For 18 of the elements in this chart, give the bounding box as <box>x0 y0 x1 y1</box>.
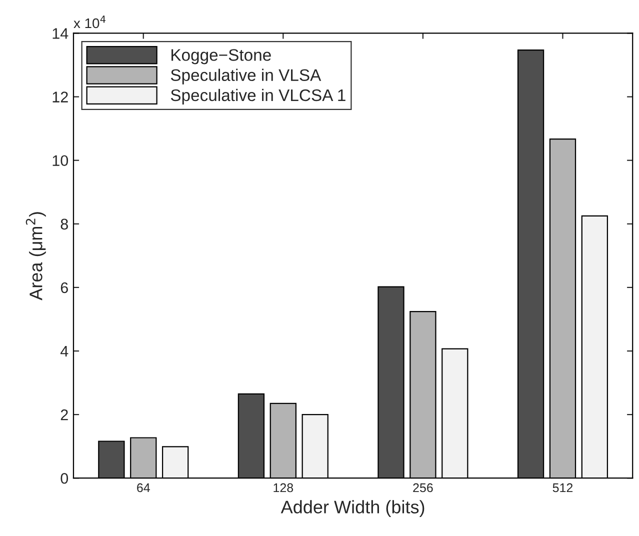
legend-label: Speculative in VLCSA 1 <box>170 88 346 104</box>
y-axis-title: Area (μm$^{2}$) <box>26 212 46 300</box>
x-tick-label: 256 <box>413 483 433 492</box>
y-tick-label: 2 <box>60 409 68 420</box>
legend-label: Speculative in VLSA <box>170 68 322 84</box>
y-tick-label: 8 <box>60 218 68 230</box>
y-tick-label: 14 <box>52 28 68 39</box>
x-tick-label: 64 <box>137 483 150 492</box>
y-tick-label: 6 <box>60 282 68 294</box>
y-tick-label: 10 <box>52 155 68 166</box>
x-axis-title: Adder Width (bits) <box>280 500 424 518</box>
y-tick-label: 4 <box>60 346 68 357</box>
legend-label: Kogge−Stone <box>172 49 271 64</box>
x-tick-label: 128 <box>274 483 294 492</box>
y-tick-label: 0 <box>60 472 68 484</box>
x-tick-label: 512 <box>552 483 573 492</box>
y-tick-label: 12 <box>52 92 68 102</box>
text: x 10$^{4}$ <box>74 16 106 28</box>
